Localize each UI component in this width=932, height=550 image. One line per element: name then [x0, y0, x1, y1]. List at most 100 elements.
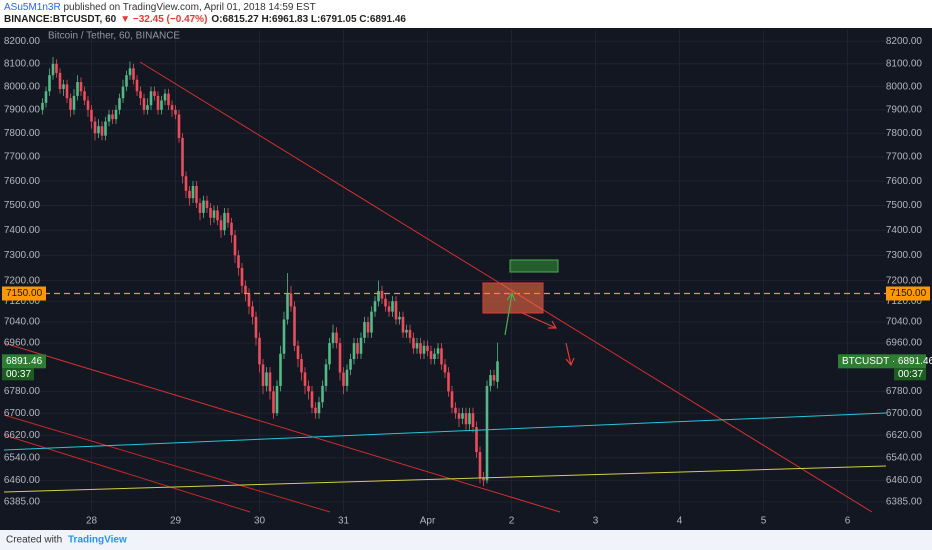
y-tick-label: 6540.00 [4, 452, 41, 463]
symbol: BINANCE:BTCUSDT, 60 [4, 14, 117, 25]
y-tick-label: 7900.00 [4, 104, 41, 115]
candle-body [471, 413, 475, 427]
y-tick-label: 6460.00 [886, 475, 923, 486]
candle-body [482, 477, 485, 481]
candle-body [356, 343, 359, 354]
candle-body [289, 293, 293, 307]
trend-line [3, 414, 331, 513]
candle-body [496, 361, 499, 382]
candle-body [247, 293, 251, 307]
candle-body [454, 407, 457, 414]
candle-body [426, 345, 429, 352]
price-label: BTCUSDT · 6891.46 [842, 356, 932, 367]
candle-body [212, 210, 216, 218]
candle-body [408, 329, 412, 338]
candle-body [272, 391, 275, 414]
candle-body [296, 345, 300, 360]
candle-body [146, 105, 149, 110]
candle-body [489, 375, 492, 386]
candle-body [90, 109, 93, 122]
candle-body [436, 348, 440, 354]
y-tick-label: 8100.00 [4, 58, 41, 69]
candle-body [226, 212, 230, 223]
y-tick-label: 7500.00 [4, 200, 41, 211]
x-tick-label: 30 [254, 516, 266, 527]
published: published on TradingView.com, April 01, … [61, 2, 316, 13]
x-tick-label: Apr [420, 516, 436, 527]
zone-box [482, 282, 544, 314]
candle-body [174, 109, 177, 115]
candle-body [132, 68, 135, 80]
y-tick-label: 7800.00 [4, 128, 41, 139]
change: ▼ −32.45 (−0.47%) [120, 14, 207, 25]
candle-body [457, 413, 461, 419]
y-tick-label: 8000.00 [4, 81, 41, 92]
axes: 8200.00 8200.00 8100.00 8100.00 8000.00 8000.… [2, 36, 932, 527]
drawings [3, 61, 887, 513]
candle-body [160, 100, 163, 110]
y-tick-label: 6540.00 [886, 452, 923, 463]
candle-body [464, 413, 468, 425]
candle-body [205, 200, 209, 208]
candle-body [475, 426, 478, 453]
candle-body [118, 98, 121, 110]
level-tag [2, 286, 46, 301]
y-tick-label: 7120.00 [4, 296, 41, 307]
candle-body [177, 114, 181, 139]
candle-body [286, 293, 289, 320]
footer-brand[interactable]: TradingView [68, 535, 127, 546]
candle-body [419, 343, 422, 354]
candle-body [261, 364, 265, 386]
candle-body [370, 311, 373, 333]
candle-body [258, 337, 261, 365]
candle-body [391, 301, 394, 312]
candle-body [303, 372, 307, 386]
y-tick-label: 6460.00 [4, 475, 41, 486]
candle-body [202, 200, 205, 213]
level-label: 7150.00 [6, 288, 43, 299]
candle-body [412, 337, 415, 349]
x-tick-label: 31 [338, 516, 350, 527]
candle-body [268, 372, 272, 392]
candle-body [310, 391, 314, 408]
candle-body [282, 319, 286, 354]
price-label: 6891.46 [6, 356, 43, 367]
y-tick-label: 6620.00 [886, 430, 923, 441]
timer-label: 00:37 [898, 369, 923, 380]
y-tick-label: 8200.00 [4, 36, 41, 47]
candle-body [195, 185, 198, 204]
candle-body [307, 385, 310, 392]
candle-body [107, 114, 111, 122]
candle-body [394, 301, 398, 320]
author[interactable]: ASu5M1n3R [4, 2, 61, 13]
candle-body [422, 345, 426, 354]
y-tick-label: 7400.00 [4, 225, 41, 236]
candle-body [48, 75, 51, 92]
candle-body [317, 402, 321, 414]
candle-body [216, 210, 219, 221]
candle-body [244, 285, 247, 294]
candle-body [79, 82, 83, 92]
candle-body [363, 322, 366, 338]
candle-body [429, 351, 433, 360]
arrow [519, 311, 558, 329]
candle-body [265, 372, 268, 386]
candle-body [359, 337, 363, 354]
candle-body [65, 84, 69, 99]
candle-body [342, 372, 345, 386]
y-tick-label: 6700.00 [886, 408, 923, 419]
candle-body [44, 91, 48, 103]
y-tick-label: 7300.00 [886, 250, 923, 261]
candle-body [447, 372, 450, 392]
y-tick-label: 7500.00 [886, 200, 923, 211]
candle-body [223, 212, 226, 231]
candle-body [293, 306, 296, 346]
y-tick-label: 6700.00 [4, 408, 41, 419]
candle-body [279, 353, 282, 386]
candle-body [345, 369, 349, 386]
candle-body [468, 413, 471, 425]
candle-body [58, 72, 62, 89]
candle-body [188, 190, 191, 199]
candle-body [191, 185, 195, 199]
